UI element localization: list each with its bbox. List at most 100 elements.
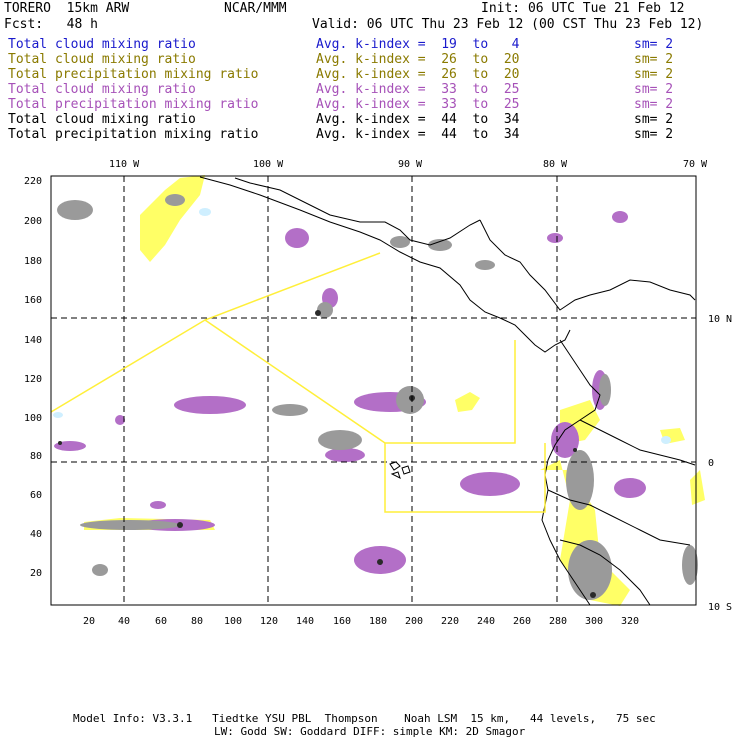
gray-cloud-area <box>165 194 185 206</box>
model-info: Model Info: V3.3.1 Tiedtke YSU PBL Thomp… <box>73 712 656 725</box>
forecast-hour: Fcst: 48 h <box>4 17 98 32</box>
legend-kindex: Avg. k-index = 26 to 20 <box>316 67 520 82</box>
longitude-labels: 110 W 100 W 90 W 80 W 70 W <box>109 159 708 170</box>
coastlines <box>199 176 696 606</box>
x-tick: 60 <box>155 616 167 627</box>
purple-cloud-area <box>325 448 365 462</box>
x-tick: 160 <box>333 616 351 627</box>
gray-cloud-area <box>390 236 410 248</box>
boundary-box <box>385 340 516 444</box>
init-time: Init: 06 UTC Tue 21 Feb 12 <box>481 1 685 16</box>
x-tick: 20 <box>83 616 95 627</box>
model-physics: LW: Godd SW: Goddard DIFF: simple KM: 2D… <box>214 725 526 738</box>
legend-kindex: Avg. k-index = 44 to 34 <box>316 127 520 142</box>
x-tick: 280 <box>549 616 567 627</box>
lightblue-cloud-area <box>661 436 671 444</box>
y-tick: 40 <box>30 529 42 540</box>
convective-core <box>58 441 62 445</box>
convective-core <box>315 310 321 316</box>
gray-cloud-area <box>568 540 612 600</box>
y-tick: 100 <box>24 413 42 424</box>
yellow-cloud-area <box>455 392 480 412</box>
lon-label: 80 W <box>543 159 568 170</box>
gray-cloud-area <box>57 200 93 220</box>
legend-field: Total precipitation mixing ratio <box>8 97 259 112</box>
legend-sm: sm= 2 <box>634 37 674 52</box>
coastline-caribbean <box>479 219 696 311</box>
lon-label: 110 W <box>109 159 140 170</box>
x-tick: 40 <box>118 616 130 627</box>
purple-cloud-area <box>612 211 628 223</box>
x-tick: 100 <box>224 616 242 627</box>
purple-cloud-area <box>285 228 309 248</box>
gray-cloud-area <box>92 564 108 576</box>
legend-row: Total cloud mixing ratio <box>8 82 196 97</box>
x-tick: 180 <box>369 616 387 627</box>
legend-sm: sm= 2 <box>634 127 674 142</box>
gray-cloud-area <box>428 239 452 251</box>
purple-cloud-area <box>551 422 579 458</box>
legend-field: Total cloud mixing ratio <box>8 82 196 97</box>
x-tick: 120 <box>260 616 278 627</box>
legend-kindex: Avg. k-index = 19 to 4 <box>316 37 520 52</box>
y-tick: 80 <box>30 451 42 462</box>
convective-core <box>590 592 596 598</box>
y-axis: 220 200 180 160 140 120 100 80 60 40 20 <box>24 176 42 579</box>
legend-kindex: Avg. k-index = 44 to 34 <box>316 112 520 127</box>
legend-sm: sm= 2 <box>634 97 674 112</box>
legend-row: Total precipitation mixing ratio <box>8 67 258 82</box>
legend-kindex: Avg. k-index = 33 to 25 <box>316 97 520 112</box>
legend-field: Total cloud mixing ratio <box>8 112 196 127</box>
border-inland <box>547 489 691 546</box>
valid-time: Valid: 06 UTC Thu 23 Feb 12 (00 CST Thu … <box>312 17 704 32</box>
gray-cloud-area <box>318 430 362 450</box>
purple-cloud-area <box>460 472 520 496</box>
yellow-cloud-area <box>140 175 205 262</box>
graticule <box>51 176 696 605</box>
gray-cloud-area <box>272 404 308 416</box>
gray-cloud-area <box>317 302 333 318</box>
legend-field: Total precipitation mixing ratio <box>8 67 259 82</box>
boundary-line <box>204 319 386 444</box>
lon-label: 70 W <box>683 159 708 170</box>
lon-label: 100 W <box>253 159 284 170</box>
forecast-map: 110 W 100 W 90 W 80 W 70 W <box>24 159 732 627</box>
x-tick: 240 <box>477 616 495 627</box>
convective-core <box>377 559 383 565</box>
x-tick: 320 <box>621 616 639 627</box>
gray-cloud-area <box>80 520 180 530</box>
lon-label: 90 W <box>398 159 423 170</box>
y-tick: 160 <box>24 295 42 306</box>
coastline-gulf <box>234 177 481 246</box>
legend-sm: sm= 2 <box>634 52 674 67</box>
x-tick: 220 <box>441 616 459 627</box>
purple-cloud-area <box>115 415 125 425</box>
y-tick: 20 <box>30 568 42 579</box>
coastline-south-america <box>541 339 601 606</box>
legend-row: Total cloud mixing ratio <box>8 112 196 127</box>
legend-row: Total precipitation mixing ratio <box>8 97 258 112</box>
convective-core <box>177 522 183 528</box>
gray-cloud-area <box>599 374 611 406</box>
legend-kindex: Avg. k-index = 26 to 20 <box>316 52 520 67</box>
legend-row: Total cloud mixing ratio <box>8 37 196 52</box>
lat-label: 0 <box>708 458 714 469</box>
y-tick: 200 <box>24 216 42 227</box>
border-inland <box>579 419 696 466</box>
x-tick: 200 <box>405 616 423 627</box>
convective-core <box>573 448 577 452</box>
gray-cloud-area <box>682 545 698 585</box>
purple-cloud-area <box>150 501 166 509</box>
gray-cloud-area <box>475 260 495 270</box>
domain-boundaries <box>50 252 546 513</box>
legend-row: Total cloud mixing ratio <box>8 52 196 67</box>
legend-row: Total precipitation mixing ratio <box>8 127 258 142</box>
legend-sm: sm= 2 <box>634 67 674 82</box>
legend-field: Total precipitation mixing ratio <box>8 127 259 142</box>
legend-field: Total cloud mixing ratio <box>8 52 196 67</box>
coastline-islands <box>389 461 411 479</box>
y-tick: 220 <box>24 176 42 187</box>
coastline-central-america <box>199 176 571 353</box>
y-tick: 140 <box>24 335 42 346</box>
y-tick: 180 <box>24 256 42 267</box>
